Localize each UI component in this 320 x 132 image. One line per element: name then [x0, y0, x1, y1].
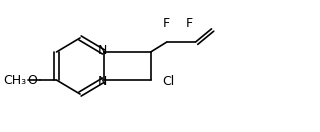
Text: F: F — [186, 17, 193, 30]
Text: N: N — [97, 75, 107, 88]
Text: CH₃: CH₃ — [3, 74, 27, 86]
Text: Cl: Cl — [162, 75, 174, 88]
Text: N: N — [97, 44, 107, 57]
Text: O: O — [28, 74, 37, 86]
Text: F: F — [163, 17, 170, 30]
